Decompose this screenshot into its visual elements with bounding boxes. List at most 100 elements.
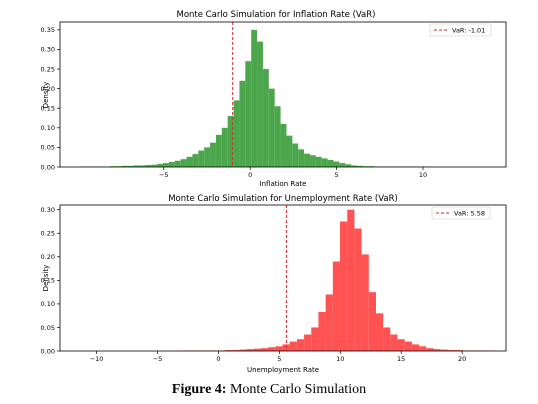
inflation-legend-label: VaR: -1.01 bbox=[452, 27, 485, 35]
inflation-bar bbox=[304, 153, 310, 167]
inflation-bar bbox=[345, 164, 352, 167]
unemployment-bar bbox=[375, 313, 384, 351]
inflation-bar bbox=[221, 127, 228, 167]
unemployment-legend-label: VaR: 5.58 bbox=[454, 210, 485, 218]
inflation-bar bbox=[121, 165, 128, 167]
inflation-bar bbox=[292, 143, 299, 167]
unemployment-bar bbox=[347, 209, 355, 351]
unemployment-x-axis-label: Unemployment Rate bbox=[247, 366, 319, 374]
inflation-bar bbox=[351, 165, 357, 167]
unemployment-bar bbox=[304, 334, 312, 351]
unemployment-bar bbox=[455, 350, 463, 351]
inflation-bar bbox=[327, 159, 334, 167]
inflation-y-tick-label: 0.10 bbox=[41, 124, 55, 132]
inflation-bar bbox=[274, 106, 281, 167]
unemployment-bar bbox=[253, 348, 261, 351]
inflation-bar bbox=[127, 165, 134, 167]
inflation-x-tick-label: 0 bbox=[248, 171, 252, 179]
unemployment-bar bbox=[289, 341, 297, 351]
inflation-y-tick-label: 0.20 bbox=[41, 85, 55, 93]
inflation-bar bbox=[157, 163, 164, 167]
figure-caption-label: Figure 4: bbox=[171, 382, 227, 397]
unemployment-y-tick-label: 0.15 bbox=[41, 277, 55, 285]
unemployment-y-tick-label: 0.00 bbox=[41, 347, 55, 355]
inflation-bar bbox=[315, 156, 322, 167]
inflation-legend-box bbox=[429, 23, 492, 37]
inflation-bar bbox=[145, 165, 152, 167]
inflation-x-ticks: −5 0 5 10 bbox=[159, 167, 427, 179]
inflation-y-tick-label: 0.30 bbox=[41, 46, 55, 54]
unemployment-bar bbox=[433, 349, 441, 351]
inflation-legend: VaR: -1.01 bbox=[429, 23, 492, 37]
unemployment-bar bbox=[332, 261, 341, 351]
unemployment-plot-frame bbox=[59, 204, 507, 352]
inflation-x-tick-label: 10 bbox=[419, 171, 427, 179]
inflation-x-axis-label: Inflation Rate bbox=[260, 180, 307, 188]
unemployment-bar bbox=[268, 347, 276, 351]
unemployment-bar bbox=[318, 311, 326, 351]
inflation-y-tick-label: 0.00 bbox=[41, 163, 55, 171]
unemployment-y-ticks: 0.00 0.05 0.10 0.15 0.20 0.25 0.30 bbox=[41, 206, 60, 355]
unemployment-x-ticks: −10 −5 0 5 10 15 20 bbox=[90, 351, 466, 363]
unemployment-y-axis-label: Density bbox=[42, 265, 50, 292]
inflation-bar bbox=[321, 158, 328, 167]
unemployment-legend: VaR: 5.58 bbox=[431, 206, 491, 220]
unemployment-y-tick-label: 0.25 bbox=[41, 230, 55, 238]
inflation-bar bbox=[163, 163, 169, 167]
inflation-bar bbox=[339, 163, 346, 167]
unemployment-bar bbox=[368, 292, 376, 351]
inflation-y-tick-label: 0.05 bbox=[41, 144, 55, 152]
inflation-bar bbox=[298, 149, 305, 167]
unemployment-bar bbox=[275, 346, 283, 351]
unemployment-bar bbox=[296, 339, 305, 351]
inflation-bar bbox=[210, 142, 216, 167]
unemployment-bar bbox=[419, 346, 427, 351]
inflation-bar bbox=[215, 134, 222, 167]
inflation-bar bbox=[257, 41, 263, 168]
unemployment-bar bbox=[390, 334, 398, 351]
unemployment-bar bbox=[239, 349, 247, 351]
unemployment-bar bbox=[225, 350, 233, 351]
inflation-bar bbox=[168, 161, 175, 167]
inflation-plot-frame bbox=[59, 21, 507, 168]
unemployment-bar bbox=[397, 339, 405, 351]
unemployment-bar bbox=[404, 341, 412, 351]
unemployment-bar bbox=[426, 348, 434, 351]
unemployment-chart: Monte Carlo Simulation for Unemployment … bbox=[41, 194, 507, 374]
figure-caption-text: Monte Carlo Simulation bbox=[226, 382, 367, 397]
unemployment-x-tick-label: 5 bbox=[277, 355, 281, 363]
inflation-bar bbox=[262, 69, 269, 167]
inflation-y-tick-label: 0.35 bbox=[41, 26, 55, 34]
unemployment-bar bbox=[246, 349, 254, 351]
inflation-y-ticks: 0.00 0.05 0.10 0.15 0.20 0.25 0.30 0.35 bbox=[41, 26, 60, 171]
inflation-bar bbox=[239, 80, 246, 167]
inflation-bar bbox=[268, 88, 275, 167]
inflation-y-axis-label: Density bbox=[42, 82, 50, 109]
unemployment-bar bbox=[232, 350, 240, 351]
unemployment-bar bbox=[311, 327, 319, 351]
inflation-bar bbox=[245, 61, 252, 167]
unemployment-y-tick-label: 0.05 bbox=[41, 324, 55, 332]
unemployment-x-tick-label: −5 bbox=[153, 355, 163, 363]
unemployment-bar bbox=[361, 254, 369, 351]
inflation-bar bbox=[151, 164, 158, 167]
unemployment-legend-box bbox=[431, 206, 491, 220]
unemployment-bar bbox=[411, 344, 420, 351]
unemployment-bar bbox=[354, 228, 362, 351]
inflation-histogram bbox=[80, 29, 428, 168]
unemployment-y-tick-label: 0.10 bbox=[41, 300, 55, 308]
unemployment-bar bbox=[447, 350, 456, 351]
inflation-y-tick-label: 0.15 bbox=[41, 105, 55, 113]
inflation-bar bbox=[174, 160, 181, 167]
unemployment-x-tick-label: 0 bbox=[216, 355, 220, 363]
figure-caption: Figure 4: Monte Carlo Simulation bbox=[0, 382, 538, 398]
unemployment-x-tick-label: 15 bbox=[397, 355, 405, 363]
unemployment-bar bbox=[440, 349, 448, 351]
inflation-bar bbox=[280, 123, 287, 167]
inflation-x-tick-label: 5 bbox=[335, 171, 339, 179]
unemployment-bar bbox=[260, 348, 269, 351]
unemployment-y-tick-label: 0.20 bbox=[41, 253, 55, 261]
inflation-bar bbox=[133, 165, 140, 167]
inflation-chart-title: Monte Carlo Simulation for Inflation Rat… bbox=[177, 10, 376, 20]
inflation-chart: Monte Carlo Simulation for Inflation Rat… bbox=[41, 10, 507, 188]
